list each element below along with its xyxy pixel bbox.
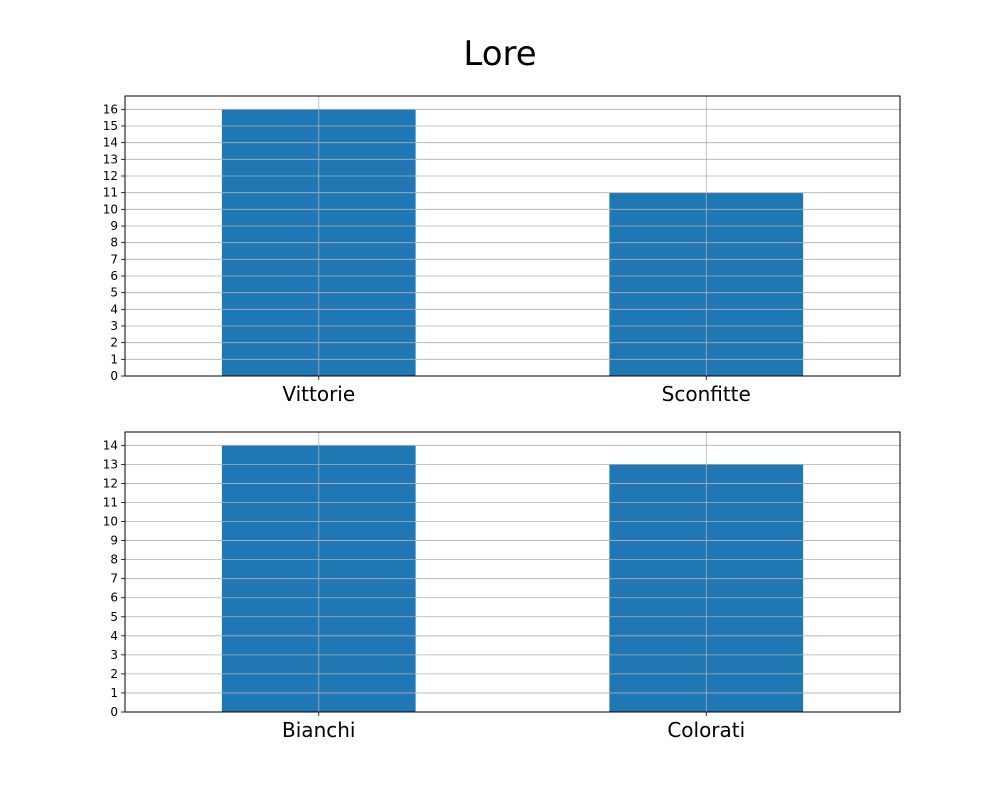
y-tick-label: 0 xyxy=(110,705,118,719)
x-tick-label-vittorie: Vittorie xyxy=(282,382,355,406)
y-tick-label: 1 xyxy=(110,686,118,700)
y-tick-label: 11 xyxy=(103,186,118,200)
y-tick-label: 4 xyxy=(110,302,118,316)
x-tick-label-colorati: Colorati xyxy=(667,718,745,742)
x-tick-label-sconfitte: Sconfitte xyxy=(662,382,751,406)
y-tick-label: 16 xyxy=(103,102,118,116)
y-tick-label: 0 xyxy=(110,369,118,383)
y-tick-label: 6 xyxy=(110,269,118,283)
y-tick-label: 12 xyxy=(103,169,118,183)
y-tick-label: 10 xyxy=(103,515,118,529)
y-tick-label: 14 xyxy=(103,438,118,452)
y-tick-label: 6 xyxy=(110,591,118,605)
y-tick-label: 15 xyxy=(103,119,118,133)
y-tick-label: 3 xyxy=(110,319,118,333)
axes-frame xyxy=(124,431,901,713)
y-tick-label: 4 xyxy=(110,629,118,643)
y-tick-label: 8 xyxy=(110,236,118,250)
y-tick-label: 13 xyxy=(103,152,118,166)
y-tick-label: 9 xyxy=(110,534,118,548)
y-tick-label: 8 xyxy=(110,553,118,567)
chart-title: Lore xyxy=(463,34,537,74)
y-tick-label: 3 xyxy=(110,648,118,662)
y-tick-label: 1 xyxy=(110,352,118,366)
y-tick-label: 13 xyxy=(103,457,118,471)
y-tick-label: 10 xyxy=(103,202,118,216)
y-tick-label: 7 xyxy=(110,572,118,586)
axes-frame xyxy=(124,95,901,377)
y-tick-label: 5 xyxy=(110,286,118,300)
x-tick-label-bianchi: Bianchi xyxy=(282,718,355,742)
y-tick-label: 2 xyxy=(110,667,118,681)
y-tick-label: 14 xyxy=(103,136,118,150)
y-tick-label: 7 xyxy=(110,252,118,266)
y-tick-label: 11 xyxy=(103,495,118,509)
y-tick-label: 2 xyxy=(110,336,118,350)
y-tick-label: 12 xyxy=(103,476,118,490)
y-tick-label: 5 xyxy=(110,610,118,624)
y-tick-label: 9 xyxy=(110,219,118,233)
